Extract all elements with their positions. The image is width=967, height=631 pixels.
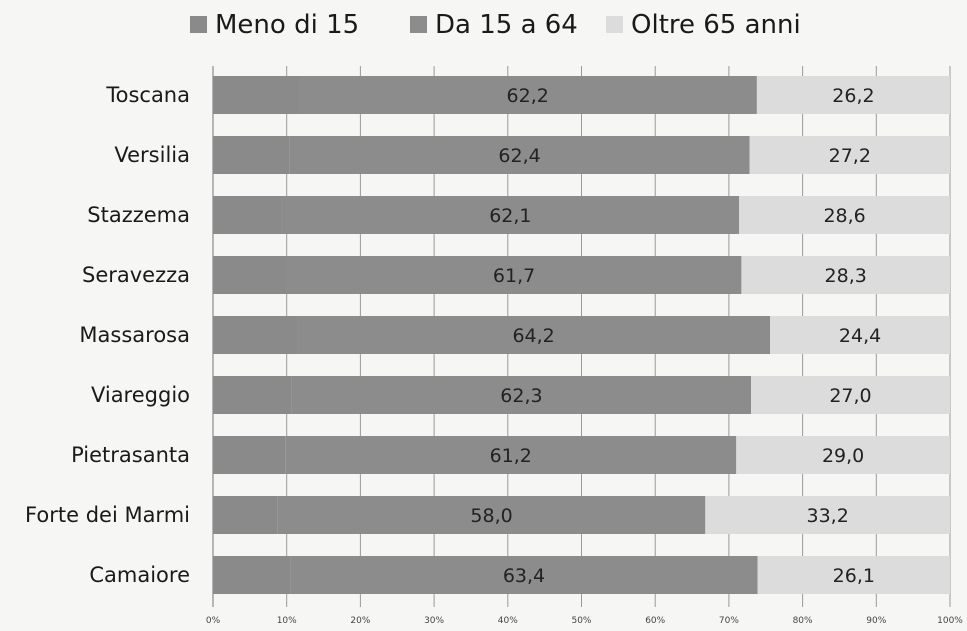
bar-segment-da-15-a-64 [281, 196, 740, 234]
bar-segment-da-15-a-64 [291, 376, 752, 414]
x-tick-label: 100% [937, 616, 963, 626]
data-label-oltre-65: 27,2 [829, 145, 871, 167]
data-label-oltre-65: 24,4 [839, 325, 881, 347]
bar-segment-da-15-a-64 [285, 436, 737, 474]
bar-segment-oltre-65 [770, 316, 950, 354]
bar-segment-oltre-65 [751, 376, 950, 414]
category-label: Pietrasanta [71, 443, 190, 467]
bar-segment-oltre-65 [741, 256, 950, 294]
legend-label: Da 15 a 64 [435, 10, 578, 40]
bar-segment-oltre-65 [757, 556, 950, 594]
bar-segment-meno-di-15 [213, 196, 282, 234]
legend-swatch [190, 16, 207, 33]
data-label-oltre-65: 28,3 [825, 265, 867, 287]
data-label-da-15-a-64: 64,2 [512, 325, 554, 347]
x-tick-label: 20% [350, 616, 370, 626]
category-label: Seravezza [82, 263, 190, 287]
data-label-oltre-65: 27,0 [829, 385, 871, 407]
legend-label: Oltre 65 anni [631, 10, 801, 40]
data-label-da-15-a-64: 58,0 [470, 505, 512, 527]
data-label-oltre-65: 26,2 [832, 85, 874, 107]
category-labels: Toscana Versilia Stazzema Seravezza Massaros… [25, 83, 190, 587]
x-tick-label: 50% [571, 616, 591, 626]
x-tick-label: 30% [424, 616, 444, 626]
bar-segment-oltre-65 [756, 76, 950, 114]
data-label-oltre-65: 26,1 [833, 565, 875, 587]
bar-segment-oltre-65 [736, 436, 950, 474]
bar-segment-da-15-a-64 [298, 76, 757, 114]
bar-segment-da-15-a-64 [277, 496, 706, 534]
bar-segment-meno-di-15 [213, 556, 291, 594]
bar-segment-meno-di-15 [213, 376, 292, 414]
bar-segment-da-15-a-64 [297, 316, 771, 354]
data-label-da-15-a-64: 62,4 [498, 145, 540, 167]
x-tick-label: 0% [206, 616, 221, 626]
bar-segment-da-15-a-64 [286, 256, 742, 294]
x-tick-label: 60% [645, 616, 665, 626]
data-label-da-15-a-64: 61,7 [493, 265, 535, 287]
bar-segment-meno-di-15 [213, 496, 278, 534]
category-label: Camaiore [89, 563, 190, 587]
category-label: Toscana [105, 83, 190, 107]
bar-segment-da-15-a-64 [289, 136, 750, 174]
data-label-oltre-65: 33,2 [807, 505, 849, 527]
x-tick-labels: 0% 10% 20% 30% 40% 50% 60% 70% 80% 90% 100% [206, 616, 963, 626]
legend-label: Meno di 15 [215, 10, 359, 40]
category-label: Viareggio [91, 383, 190, 407]
x-tick-label: 10% [277, 616, 297, 626]
x-tick-label: 80% [793, 616, 813, 626]
bar-segment-oltre-65 [749, 136, 950, 174]
data-label-da-15-a-64: 62,2 [507, 85, 549, 107]
category-label: Massarosa [79, 323, 190, 347]
data-label-oltre-65: 28,6 [823, 205, 865, 227]
bar-segment-oltre-65 [705, 496, 950, 534]
data-label-da-15-a-64: 62,1 [489, 205, 531, 227]
x-tick-label: 40% [498, 616, 518, 626]
legend-swatch [410, 16, 427, 33]
data-label-da-15-a-64: 63,4 [503, 565, 545, 587]
category-label: Versilia [114, 143, 190, 167]
bar-segment-meno-di-15 [213, 316, 298, 354]
x-tick-label: 70% [719, 616, 739, 626]
data-label-oltre-65: 29,0 [822, 445, 864, 467]
data-label-da-15-a-64: 62,3 [500, 385, 542, 407]
bar-segment-meno-di-15 [213, 436, 286, 474]
x-tick-label: 90% [866, 616, 886, 626]
category-label: Stazzema [87, 203, 190, 227]
bar-segment-da-15-a-64 [290, 556, 758, 594]
category-label: Forte dei Marmi [25, 503, 190, 527]
legend-swatch [606, 16, 623, 33]
bar-segment-meno-di-15 [213, 256, 287, 294]
bar-segment-oltre-65 [739, 196, 950, 234]
legend: Meno di 15 Da 15 a 64 Oltre 65 anni [190, 10, 801, 40]
bar-segment-meno-di-15 [213, 136, 290, 174]
bar-segment-meno-di-15 [213, 76, 299, 114]
data-label-da-15-a-64: 61,2 [490, 445, 532, 467]
bars: 62,2 26,2 62,4 27,2 62,1 28,6 61,7 28,3 64,2 24,4… [213, 76, 950, 594]
